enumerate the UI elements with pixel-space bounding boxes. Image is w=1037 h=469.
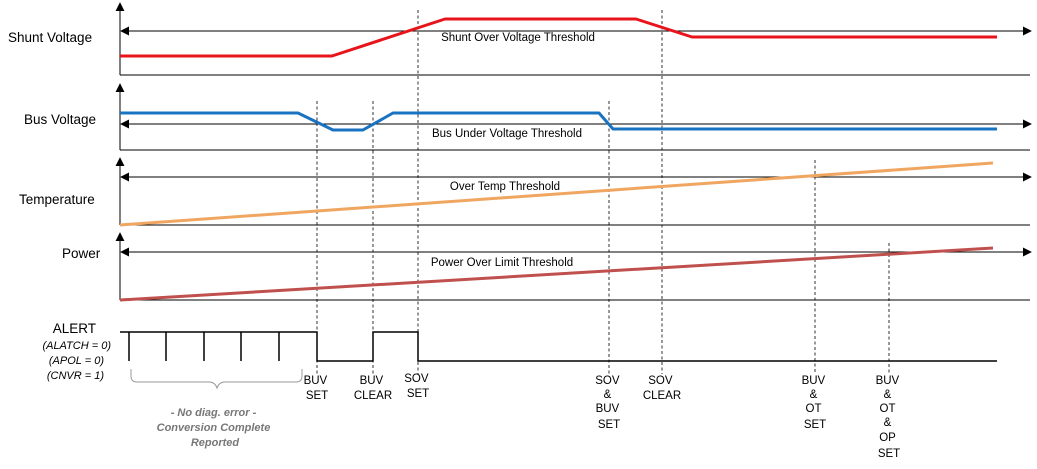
alert-param-cnvr: (CNVR = 1) — [47, 370, 104, 382]
thresholds — [120, 26, 1032, 257]
conversion-brace — [130, 369, 303, 390]
event-markers — [316, 10, 890, 374]
bus-threshold-label: Bus Under Voltage Threshold — [432, 128, 582, 140]
alert-param-alatch: (ALATCH = 0) — [42, 340, 111, 352]
event-labels: BUV SET BUV CLEAR SOV SET SOV & BUV SET … — [304, 373, 903, 460]
event-label-buv-ot-op-set: BUV & OT & OP SET — [876, 375, 903, 460]
temp-threshold-label: Over Temp Threshold — [450, 181, 560, 193]
temperature-label: Temperature — [19, 192, 95, 207]
bus-voltage-label: Bus Voltage — [24, 112, 96, 127]
power-threshold-label: Power Over Limit Threshold — [431, 257, 573, 269]
power-trace — [119, 246, 994, 302]
event-label-sov-buv-set: SOV & BUV SET — [595, 375, 623, 431]
bus-voltage-trace — [120, 111, 997, 132]
shunt-voltage-label: Shunt Voltage — [8, 30, 92, 45]
alert-param-apol: (APOL = 0) — [49, 355, 104, 367]
axes — [115, 2, 1030, 301]
conversion-ticks — [128, 332, 280, 361]
alert-trace — [120, 331, 997, 362]
shunt-voltage-trace — [120, 17, 997, 58]
event-label-buv-ot-set: BUV & OT SET — [802, 375, 829, 431]
event-label-sov-clear: SOV CLEAR — [643, 375, 681, 402]
event-label-buv-set: BUV SET — [304, 375, 331, 402]
event-label-buv-clear: BUV CLEAR — [354, 375, 392, 402]
alert-label: ALERT — [53, 321, 96, 336]
power-label: Power — [62, 246, 101, 261]
temperature-trace — [119, 161, 994, 227]
conversion-note: - No diag. error - Conversion Complete R… — [157, 407, 274, 449]
shunt-threshold-label: Shunt Over Voltage Threshold — [441, 32, 595, 44]
event-label-sov-set: SOV SET — [404, 373, 432, 400]
